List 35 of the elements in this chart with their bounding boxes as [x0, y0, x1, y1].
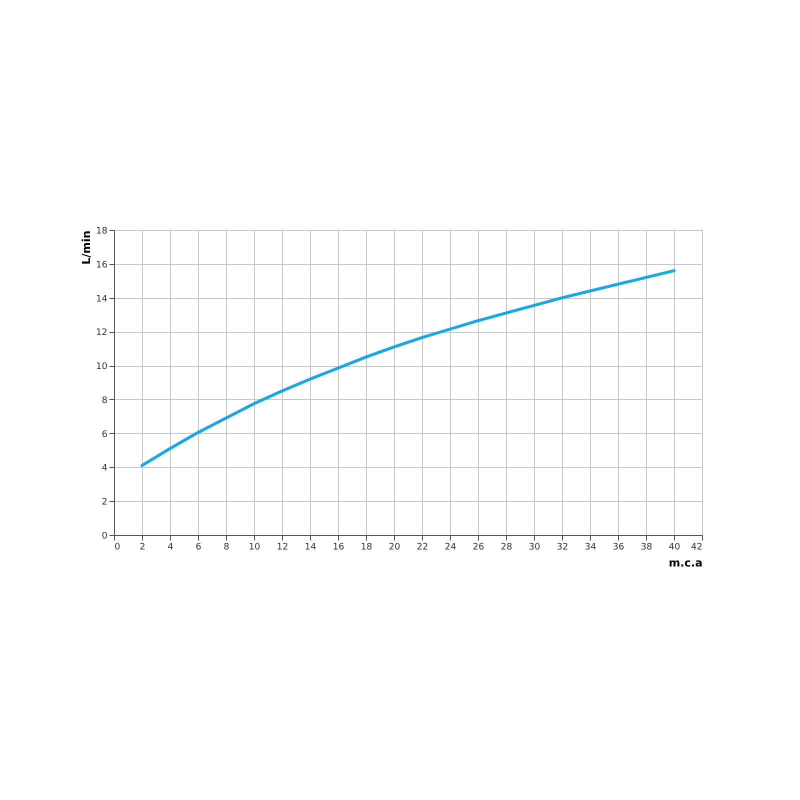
x-tick-label: 16: [332, 542, 344, 552]
x-tick-label: 38: [640, 542, 652, 552]
x-tick-label: 34: [584, 542, 596, 552]
y-tick-label: 10: [96, 362, 108, 372]
y-axis-title: L/min: [80, 230, 94, 265]
y-tick-label: 2: [102, 498, 108, 508]
y-tick-label: 0: [102, 532, 108, 542]
x-tick-label: 12: [276, 542, 288, 552]
x-tick-label: 8: [224, 542, 230, 552]
x-tick-label: 0: [114, 542, 120, 552]
y-tick-label: 16: [96, 260, 108, 270]
x-axis-title: m.c.a: [668, 556, 702, 570]
y-tick-label: 14: [96, 294, 108, 304]
x-tick-label: 30: [528, 542, 540, 552]
line-series: [140, 269, 676, 468]
x-tick-label: 24: [444, 542, 456, 552]
x-tick-label: 18: [360, 542, 372, 552]
x-tick-label: 36: [612, 542, 624, 552]
x-tick-label: 42: [691, 542, 702, 552]
x-tick-label: 4: [168, 542, 174, 552]
y-tick-label: 4: [102, 464, 108, 474]
x-tick-label: 2: [140, 542, 146, 552]
y-tick-label: 6: [102, 430, 108, 440]
x-tick-label: 20: [388, 542, 400, 552]
y-tick-label: 18: [96, 226, 108, 236]
y-tick-label: 8: [102, 396, 108, 406]
x-tick-label: 6: [196, 542, 202, 552]
x-tick-label: 14: [304, 542, 316, 552]
x-tick-label: 22: [416, 542, 428, 552]
x-tick-label: 40: [668, 542, 680, 552]
x-tick-label: 10: [248, 542, 260, 552]
y-tick-label: 12: [96, 328, 108, 338]
x-tick-label: 26: [472, 542, 484, 552]
x-tick-label: 28: [500, 542, 512, 552]
x-tick-label: 32: [556, 542, 568, 552]
